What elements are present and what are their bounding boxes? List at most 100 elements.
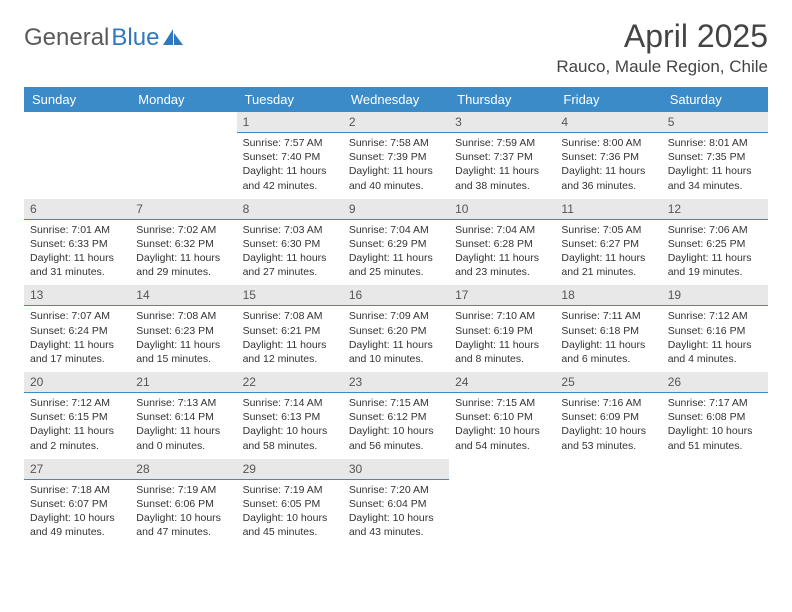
daylight-text: Daylight: 11 hours and 34 minutes. <box>668 164 762 192</box>
daylight-text: Daylight: 11 hours and 19 minutes. <box>668 251 762 279</box>
weekday-header: Tuesday <box>237 87 343 112</box>
sunrise-text: Sunrise: 8:00 AM <box>561 136 655 150</box>
sunset-text: Sunset: 6:05 PM <box>243 497 337 511</box>
sunset-text: Sunset: 6:21 PM <box>243 324 337 338</box>
day-number: 24 <box>449 372 555 393</box>
month-title: April 2025 <box>556 18 768 55</box>
day-number: 11 <box>555 199 661 220</box>
day-details: Sunrise: 8:01 AMSunset: 7:35 PMDaylight:… <box>662 133 768 199</box>
sunset-text: Sunset: 6:12 PM <box>349 410 443 424</box>
sunrise-text: Sunrise: 7:04 AM <box>349 223 443 237</box>
day-number: 8 <box>237 199 343 220</box>
day-details: Sunrise: 7:07 AMSunset: 6:24 PMDaylight:… <box>24 306 130 372</box>
sunset-text: Sunset: 6:18 PM <box>561 324 655 338</box>
calendar-cell: 27Sunrise: 7:18 AMSunset: 6:07 PMDayligh… <box>24 459 130 546</box>
day-details: Sunrise: 7:04 AMSunset: 6:28 PMDaylight:… <box>449 220 555 286</box>
sunset-text: Sunset: 6:30 PM <box>243 237 337 251</box>
sunset-text: Sunset: 6:20 PM <box>349 324 443 338</box>
daylight-text: Daylight: 11 hours and 21 minutes. <box>561 251 655 279</box>
day-details: Sunrise: 7:03 AMSunset: 6:30 PMDaylight:… <box>237 220 343 286</box>
calendar-week-row: 27Sunrise: 7:18 AMSunset: 6:07 PMDayligh… <box>24 459 768 546</box>
calendar-cell: 10Sunrise: 7:04 AMSunset: 6:28 PMDayligh… <box>449 199 555 286</box>
brand-part1: General <box>24 24 109 52</box>
weekday-header: Monday <box>130 87 236 112</box>
sunrise-text: Sunrise: 7:05 AM <box>561 223 655 237</box>
sunrise-text: Sunrise: 7:10 AM <box>455 309 549 323</box>
day-number: 28 <box>130 459 236 480</box>
sunset-text: Sunset: 6:10 PM <box>455 410 549 424</box>
day-details: Sunrise: 7:05 AMSunset: 6:27 PMDaylight:… <box>555 220 661 286</box>
sunrise-text: Sunrise: 7:04 AM <box>455 223 549 237</box>
calendar-cell: 7Sunrise: 7:02 AMSunset: 6:32 PMDaylight… <box>130 199 236 286</box>
daylight-text: Daylight: 11 hours and 17 minutes. <box>30 338 124 366</box>
day-number: 20 <box>24 372 130 393</box>
sunset-text: Sunset: 6:06 PM <box>136 497 230 511</box>
day-number: 17 <box>449 285 555 306</box>
daylight-text: Daylight: 10 hours and 45 minutes. <box>243 511 337 539</box>
calendar-cell: 13Sunrise: 7:07 AMSunset: 6:24 PMDayligh… <box>24 285 130 372</box>
sunset-text: Sunset: 6:27 PM <box>561 237 655 251</box>
day-number: 27 <box>24 459 130 480</box>
sunrise-text: Sunrise: 7:17 AM <box>668 396 762 410</box>
page-header: GeneralBlue April 2025 Rauco, Maule Regi… <box>24 18 768 77</box>
day-details: Sunrise: 7:11 AMSunset: 6:18 PMDaylight:… <box>555 306 661 372</box>
daylight-text: Daylight: 11 hours and 36 minutes. <box>561 164 655 192</box>
sunrise-text: Sunrise: 7:19 AM <box>136 483 230 497</box>
daylight-text: Daylight: 11 hours and 12 minutes. <box>243 338 337 366</box>
calendar-cell: 14Sunrise: 7:08 AMSunset: 6:23 PMDayligh… <box>130 285 236 372</box>
calendar-cell <box>24 112 130 199</box>
daylight-text: Daylight: 11 hours and 31 minutes. <box>30 251 124 279</box>
sunrise-text: Sunrise: 7:01 AM <box>30 223 124 237</box>
daylight-text: Daylight: 11 hours and 6 minutes. <box>561 338 655 366</box>
day-details: Sunrise: 7:19 AMSunset: 6:06 PMDaylight:… <box>130 480 236 546</box>
sunset-text: Sunset: 6:16 PM <box>668 324 762 338</box>
sunset-text: Sunset: 6:19 PM <box>455 324 549 338</box>
day-number: 18 <box>555 285 661 306</box>
day-number: 12 <box>662 199 768 220</box>
day-number: 19 <box>662 285 768 306</box>
daylight-text: Daylight: 11 hours and 23 minutes. <box>455 251 549 279</box>
day-number: 22 <box>237 372 343 393</box>
sunset-text: Sunset: 7:35 PM <box>668 150 762 164</box>
calendar-cell: 3Sunrise: 7:59 AMSunset: 7:37 PMDaylight… <box>449 112 555 199</box>
daylight-text: Daylight: 11 hours and 0 minutes. <box>136 424 230 452</box>
day-details: Sunrise: 7:10 AMSunset: 6:19 PMDaylight:… <box>449 306 555 372</box>
day-details: Sunrise: 7:15 AMSunset: 6:10 PMDaylight:… <box>449 393 555 459</box>
day-details: Sunrise: 7:08 AMSunset: 6:21 PMDaylight:… <box>237 306 343 372</box>
calendar-cell: 15Sunrise: 7:08 AMSunset: 6:21 PMDayligh… <box>237 285 343 372</box>
daylight-text: Daylight: 11 hours and 27 minutes. <box>243 251 337 279</box>
calendar-cell: 22Sunrise: 7:14 AMSunset: 6:13 PMDayligh… <box>237 372 343 459</box>
sunrise-text: Sunrise: 7:58 AM <box>349 136 443 150</box>
daylight-text: Daylight: 10 hours and 49 minutes. <box>30 511 124 539</box>
sunset-text: Sunset: 6:23 PM <box>136 324 230 338</box>
day-number: 25 <box>555 372 661 393</box>
day-number: 15 <box>237 285 343 306</box>
calendar-cell: 28Sunrise: 7:19 AMSunset: 6:06 PMDayligh… <box>130 459 236 546</box>
calendar-cell: 4Sunrise: 8:00 AMSunset: 7:36 PMDaylight… <box>555 112 661 199</box>
calendar-week-row: 1Sunrise: 7:57 AMSunset: 7:40 PMDaylight… <box>24 112 768 199</box>
day-details: Sunrise: 7:18 AMSunset: 6:07 PMDaylight:… <box>24 480 130 546</box>
sunrise-text: Sunrise: 7:09 AM <box>349 309 443 323</box>
sunset-text: Sunset: 7:39 PM <box>349 150 443 164</box>
calendar-cell: 25Sunrise: 7:16 AMSunset: 6:09 PMDayligh… <box>555 372 661 459</box>
calendar-table: Sunday Monday Tuesday Wednesday Thursday… <box>24 87 768 545</box>
sunset-text: Sunset: 6:15 PM <box>30 410 124 424</box>
daylight-text: Daylight: 11 hours and 29 minutes. <box>136 251 230 279</box>
sunrise-text: Sunrise: 7:12 AM <box>30 396 124 410</box>
calendar-cell: 23Sunrise: 7:15 AMSunset: 6:12 PMDayligh… <box>343 372 449 459</box>
calendar-cell: 1Sunrise: 7:57 AMSunset: 7:40 PMDaylight… <box>237 112 343 199</box>
daylight-text: Daylight: 11 hours and 15 minutes. <box>136 338 230 366</box>
day-details: Sunrise: 7:57 AMSunset: 7:40 PMDaylight:… <box>237 133 343 199</box>
day-details: Sunrise: 7:17 AMSunset: 6:08 PMDaylight:… <box>662 393 768 459</box>
brand-part2: Blue <box>111 24 159 52</box>
sunrise-text: Sunrise: 7:20 AM <box>349 483 443 497</box>
day-details: Sunrise: 7:01 AMSunset: 6:33 PMDaylight:… <box>24 220 130 286</box>
day-details: Sunrise: 8:00 AMSunset: 7:36 PMDaylight:… <box>555 133 661 199</box>
calendar-cell: 30Sunrise: 7:20 AMSunset: 6:04 PMDayligh… <box>343 459 449 546</box>
day-number: 9 <box>343 199 449 220</box>
calendar-cell: 19Sunrise: 7:12 AMSunset: 6:16 PMDayligh… <box>662 285 768 372</box>
sunrise-text: Sunrise: 7:02 AM <box>136 223 230 237</box>
day-number: 2 <box>343 112 449 133</box>
calendar-cell: 20Sunrise: 7:12 AMSunset: 6:15 PMDayligh… <box>24 372 130 459</box>
calendar-cell <box>662 459 768 546</box>
